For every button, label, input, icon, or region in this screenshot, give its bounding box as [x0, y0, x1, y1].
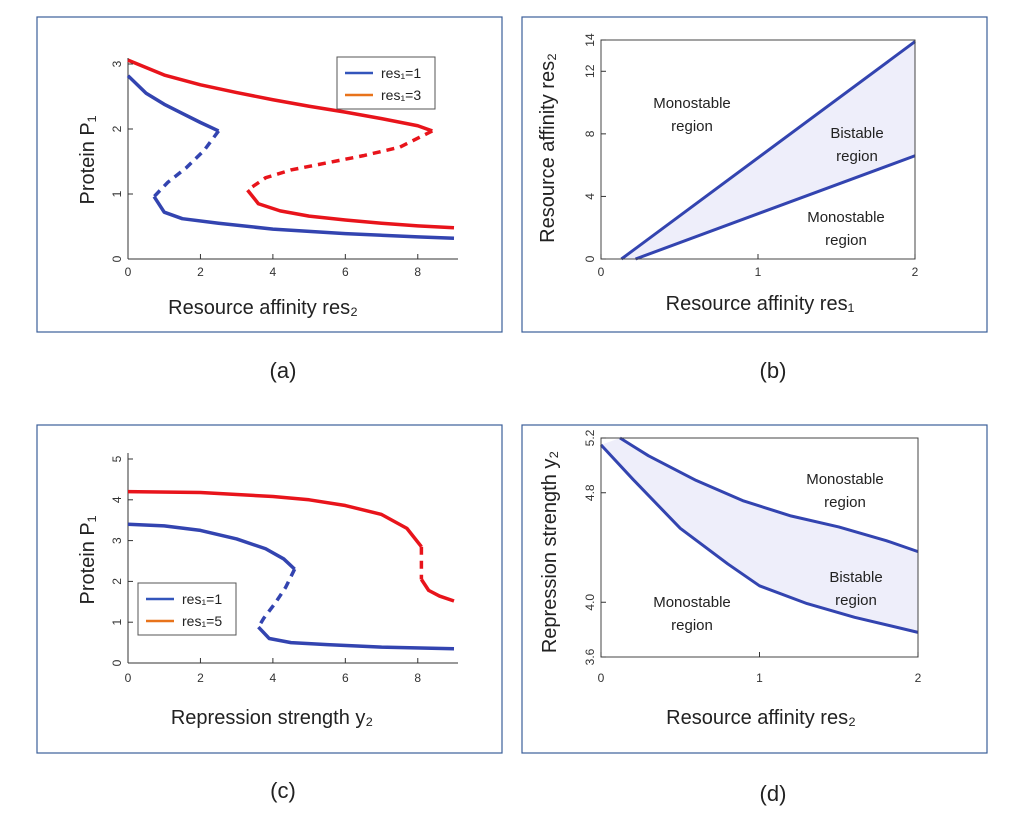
- legend-label: res₁=3: [381, 87, 421, 103]
- region-label-line: region: [835, 592, 877, 609]
- x-tick-label: 6: [342, 671, 349, 685]
- upper-boundary-line: [619, 436, 919, 554]
- region-label: Monostable region: [806, 471, 884, 511]
- panel-caption: (b): [760, 358, 787, 383]
- legend: res₁=1 res₁=3: [336, 56, 436, 110]
- legend-box: [137, 582, 237, 636]
- y-axis-title: Protein P₁: [77, 515, 99, 604]
- curve-stable-lower: [246, 189, 455, 230]
- panel-caption: (c): [270, 778, 296, 803]
- x-axis-title: Resource affinity res₂: [666, 707, 856, 729]
- curve-stable-lower: [257, 625, 455, 651]
- y-tick-label: 4.0: [583, 594, 597, 611]
- x-tick-label: 6: [342, 265, 349, 279]
- region-label: Bistable region: [829, 569, 882, 609]
- x-tick-label: 4: [270, 671, 277, 685]
- x-tick-label: 1: [755, 265, 762, 279]
- x-tick-label: 8: [414, 671, 421, 685]
- y-tick-label: 3: [110, 537, 124, 544]
- y-tick-label: 3: [110, 60, 124, 67]
- y-tick-label: 14: [583, 33, 597, 47]
- x-tick-label: 2: [912, 265, 919, 279]
- lower-boundary-line: [635, 154, 916, 261]
- y-tick-label: 5.2: [583, 429, 597, 446]
- x-tick-label: 4: [270, 265, 277, 279]
- y-axis-title: Repression strength y₂: [539, 451, 561, 653]
- panel-a: res₁=1 res₁=3 0 2 4 6 8 0 1 2 3 Resource affinity r…: [36, 16, 503, 333]
- y-tick-label: 2: [110, 125, 124, 132]
- region-label-line: region: [824, 494, 866, 511]
- y-tick-label: 5: [110, 455, 124, 462]
- region-label-line: region: [671, 118, 713, 135]
- x-tick-label: 1: [756, 671, 763, 685]
- panel-b: Monostable region Bistable regionMonostable…: [521, 16, 988, 333]
- y-tick-label: 4: [583, 193, 597, 200]
- region-label: Bistable region: [830, 125, 883, 165]
- curve-stable-lower: [152, 195, 455, 240]
- x-tick-label: 2: [915, 671, 922, 685]
- panel-c: res₁=1 res₁=5 0 2 4 6 8 0 1 2 3 4 5 Repression streng…: [36, 424, 503, 754]
- region-label-line: Monostable: [807, 209, 885, 226]
- x-axis-title: Resource affinity res₂: [168, 297, 358, 319]
- curve-unstable: [152, 129, 220, 198]
- region-label-line: Bistable: [830, 125, 883, 142]
- curve-stable-upper: [126, 74, 220, 133]
- curve-unstable: [256, 568, 297, 629]
- region-label-line: region: [825, 232, 867, 249]
- region-label: Monostable region: [653, 594, 731, 634]
- legend-label: res₁=1: [182, 591, 222, 607]
- panel-caption: (d): [760, 781, 787, 806]
- x-tick-label: 0: [125, 671, 132, 685]
- x-tick-label: 0: [598, 671, 605, 685]
- curve-stable-upper: [127, 58, 433, 133]
- curve-stable-lower: [419, 578, 455, 603]
- curve-stable-upper: [127, 522, 296, 571]
- x-tick-label: 2: [197, 671, 204, 685]
- y-tick-label: 12: [583, 64, 597, 78]
- y-tick-label: 4.8: [583, 484, 597, 501]
- region-label-line: Monostable: [806, 471, 884, 488]
- y-tick-label: 8: [583, 130, 597, 137]
- y-axis-title: Resource affinity res₂: [537, 53, 559, 243]
- bistable-region-fill: [601, 438, 918, 633]
- y-tick-label: 0: [110, 255, 124, 262]
- lower-boundary-line: [599, 443, 919, 634]
- x-axis-title: Repression strength y₂: [171, 707, 373, 729]
- x-tick-label: 0: [598, 265, 605, 279]
- x-tick-label: 0: [125, 265, 132, 279]
- region-label: Monostable region: [807, 209, 885, 249]
- y-tick-label: 2: [110, 578, 124, 585]
- region-label-line: Monostable: [653, 95, 731, 112]
- x-tick-label: 2: [197, 265, 204, 279]
- x-axis-title: Resource affinity res₁: [666, 293, 855, 315]
- y-tick-label: 1: [110, 619, 124, 626]
- x-tick-label: 8: [414, 265, 421, 279]
- region-label: Monostable region: [653, 95, 731, 135]
- y-tick-label: 1: [110, 190, 124, 197]
- legend-label: res₁=5: [182, 613, 222, 629]
- y-axis-title: Protein P₁: [77, 115, 99, 204]
- y-tick-label: 0: [110, 659, 124, 666]
- legend: res₁=1 res₁=5: [137, 582, 237, 636]
- panel-frame: [36, 424, 503, 754]
- upper-boundary-line: [620, 40, 916, 261]
- curve-unstable: [246, 129, 434, 192]
- panel-caption: (a): [270, 358, 297, 383]
- region-label-line: Monostable: [653, 594, 731, 611]
- y-tick-label: 3.6: [583, 648, 597, 665]
- legend-box: [336, 56, 436, 110]
- curve-stable-upper: [127, 489, 423, 548]
- region-label-line: region: [671, 617, 713, 634]
- y-tick-label: 0: [583, 255, 597, 262]
- region-label-line: region: [836, 148, 878, 165]
- legend-label: res₁=1: [381, 65, 421, 81]
- y-tick-label: 4: [110, 496, 124, 503]
- region-label-line: Bistable: [829, 569, 882, 586]
